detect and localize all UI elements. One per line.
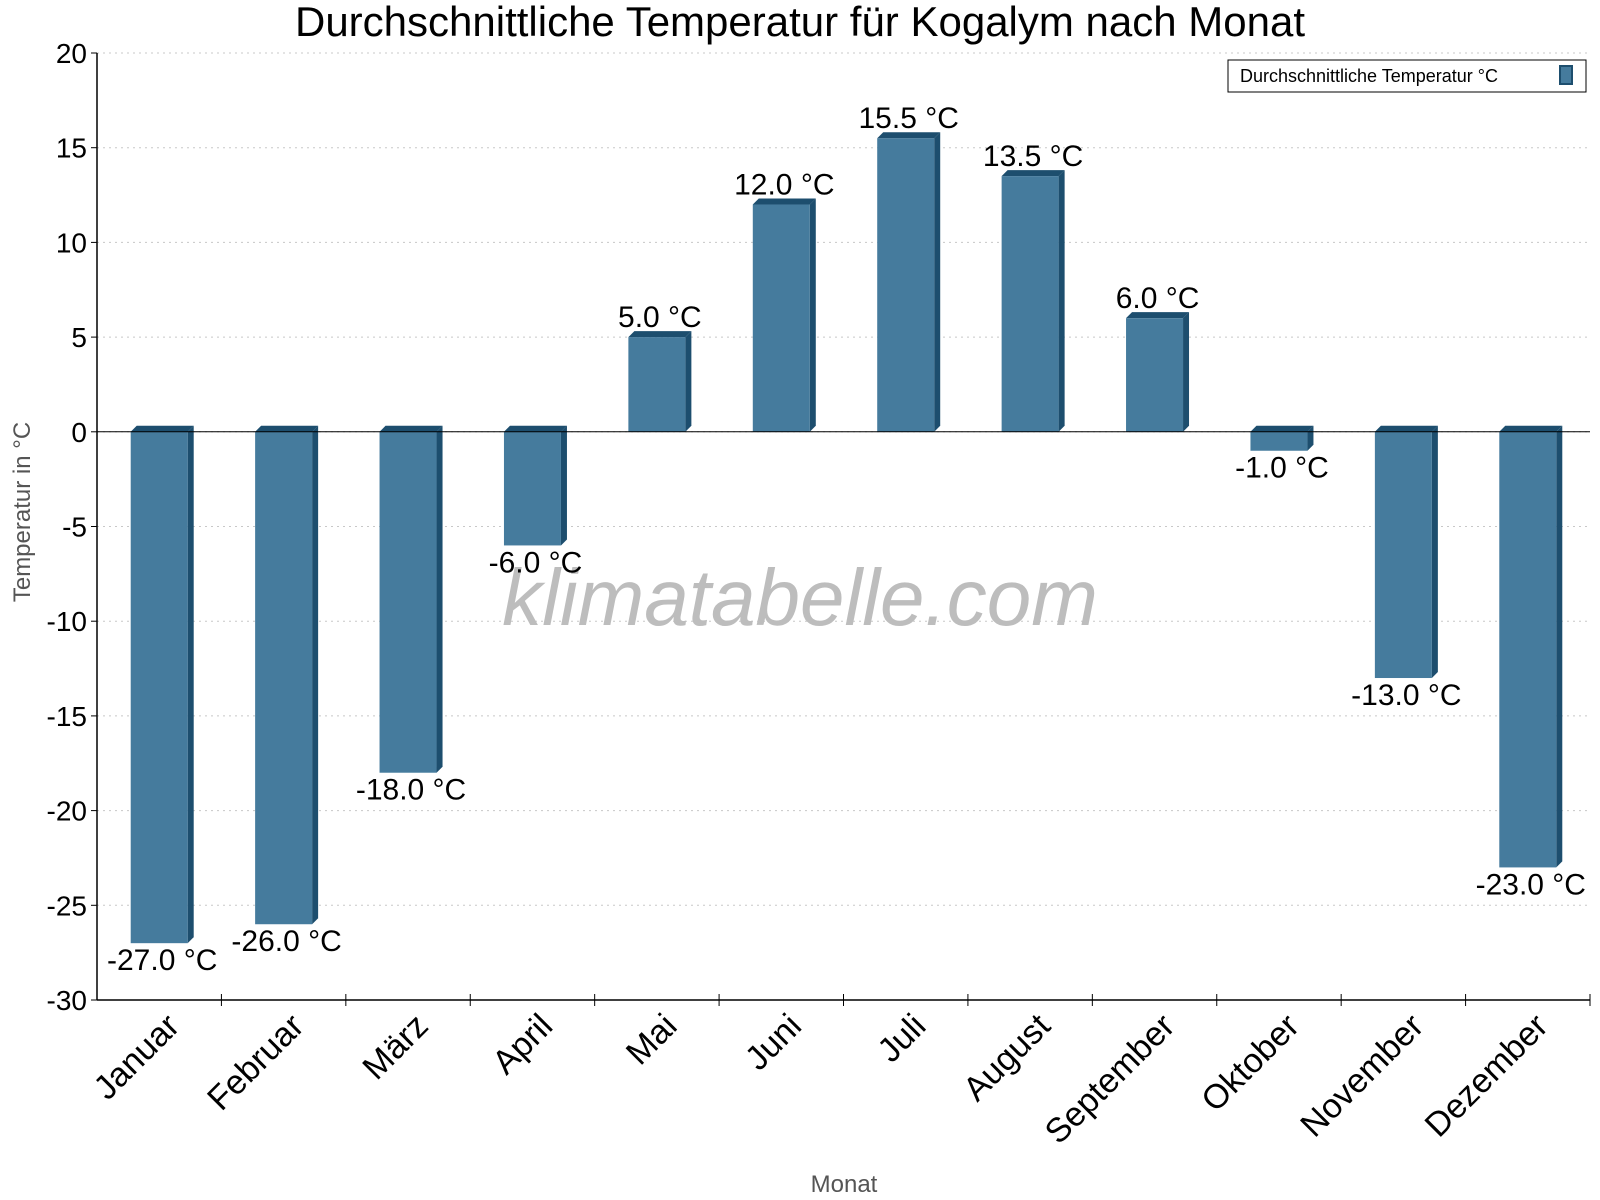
x-tick-label: Februar: [200, 1007, 311, 1118]
bar-front: [877, 138, 935, 432]
data-label: 13.5 °C: [983, 140, 1083, 173]
y-tick-label: 0: [71, 417, 87, 448]
bar-top: [628, 331, 692, 338]
bar-side: [187, 425, 194, 944]
bar: [877, 132, 941, 432]
y-tick-label: -20: [47, 796, 87, 827]
bar-side: [1556, 425, 1563, 868]
bar: [1001, 170, 1065, 432]
bar-front: [130, 431, 188, 944]
y-tick-label: -25: [47, 890, 87, 921]
y-tick-label: -15: [47, 701, 87, 732]
x-tick-label: Juni: [738, 1007, 809, 1078]
legend-label: Durchschnittliche Temperatur °C: [1240, 66, 1498, 86]
bars: [130, 132, 1563, 944]
bar-front: [1374, 431, 1432, 679]
legend-box: [1227, 59, 1587, 93]
x-tick-label: Dezember: [1418, 1007, 1556, 1145]
x-tick-label: November: [1293, 1007, 1431, 1145]
legend: Durchschnittliche Temperatur °C: [1227, 59, 1587, 93]
bar-front: [503, 431, 561, 546]
bar-top: [1001, 170, 1065, 177]
data-label: -6.0 °C: [489, 546, 583, 579]
y-tick-label: -30: [47, 985, 87, 1016]
bar: [255, 425, 319, 925]
bar-front: [1499, 431, 1557, 868]
legend-swatch: [1559, 65, 1573, 85]
bar-side: [1183, 312, 1190, 432]
bar-top: [379, 425, 443, 432]
y-tick-label: 15: [56, 133, 87, 164]
y-axis-ticks: 20 15 10 5 0 -5 -10 -15 -20 -25 -30: [47, 38, 97, 1016]
bar-side: [934, 132, 941, 432]
grid-lines: [97, 52, 1590, 1001]
bar-top: [1250, 425, 1314, 432]
bar-side: [436, 425, 443, 773]
data-label: 5.0 °C: [618, 301, 702, 334]
bar-front: [379, 431, 437, 773]
bar: [628, 331, 692, 432]
bar: [1374, 425, 1438, 679]
watermark: klimatabelle.com: [502, 553, 1098, 642]
data-label: -26.0 °C: [231, 925, 341, 958]
bar: [130, 425, 194, 944]
x-tick-label: April: [485, 1007, 560, 1082]
data-label: 12.0 °C: [734, 169, 834, 202]
data-label: -13.0 °C: [1351, 679, 1461, 712]
chart-title: Durchschnittliche Temperatur für Kogalym…: [295, 0, 1305, 45]
bar-side: [312, 425, 319, 925]
bar-top: [1374, 425, 1438, 432]
data-labels: -27.0 °C -26.0 °C -18.0 °C -6.0 °C 5.0 °C 12.…: [107, 102, 1586, 977]
bar-front: [1250, 431, 1308, 451]
bar-side: [809, 198, 816, 432]
bar: [503, 425, 567, 546]
bar-top: [752, 198, 816, 205]
bar-front: [1001, 176, 1059, 432]
x-tick-label: Oktober: [1194, 1007, 1306, 1119]
y-tick-label: 5: [71, 322, 87, 353]
x-axis-title: Monat: [811, 1171, 878, 1198]
bar-top: [255, 425, 319, 432]
x-tick-label: März: [355, 1007, 435, 1087]
bar-front: [628, 337, 686, 432]
data-label: -18.0 °C: [356, 774, 466, 807]
bar-side: [1431, 425, 1438, 679]
x-tick-label: Juli: [870, 1007, 933, 1070]
bar: [752, 198, 816, 432]
y-tick-label: -5: [62, 512, 87, 543]
bar: [1250, 425, 1314, 451]
bar: [1126, 312, 1190, 432]
data-label: 15.5 °C: [859, 102, 959, 135]
x-axis-ticks: Januar Februar März April Mai Juni Juli AugustS…: [86, 994, 1591, 1151]
y-axis-title: Temperatur in °C: [9, 422, 36, 602]
x-tick-label: Mai: [619, 1007, 685, 1073]
x-tick-label: August: [956, 1006, 1058, 1108]
y-tick-label: -10: [47, 606, 87, 637]
bar-side: [560, 425, 567, 546]
bar-top: [877, 132, 941, 139]
bar-side: [685, 331, 692, 432]
bar-top: [503, 425, 567, 432]
bar: [379, 425, 443, 773]
data-label: -1.0 °C: [1235, 452, 1329, 485]
data-label: -23.0 °C: [1476, 868, 1586, 901]
bar-top: [130, 425, 194, 432]
data-label: 6.0 °C: [1116, 282, 1200, 315]
bar: [1499, 425, 1563, 868]
x-tick-label: Januar: [86, 1007, 186, 1107]
y-tick-label: 20: [56, 38, 87, 69]
data-label: -27.0 °C: [107, 944, 217, 977]
bar-front: [1126, 318, 1184, 432]
bar-top: [1126, 312, 1190, 319]
bar-front: [752, 204, 810, 432]
bar-front: [255, 431, 313, 925]
x-tick-label: September: [1038, 1007, 1182, 1151]
bar-top: [1499, 425, 1563, 432]
bar-side: [1058, 170, 1065, 432]
y-tick-label: 10: [56, 227, 87, 258]
